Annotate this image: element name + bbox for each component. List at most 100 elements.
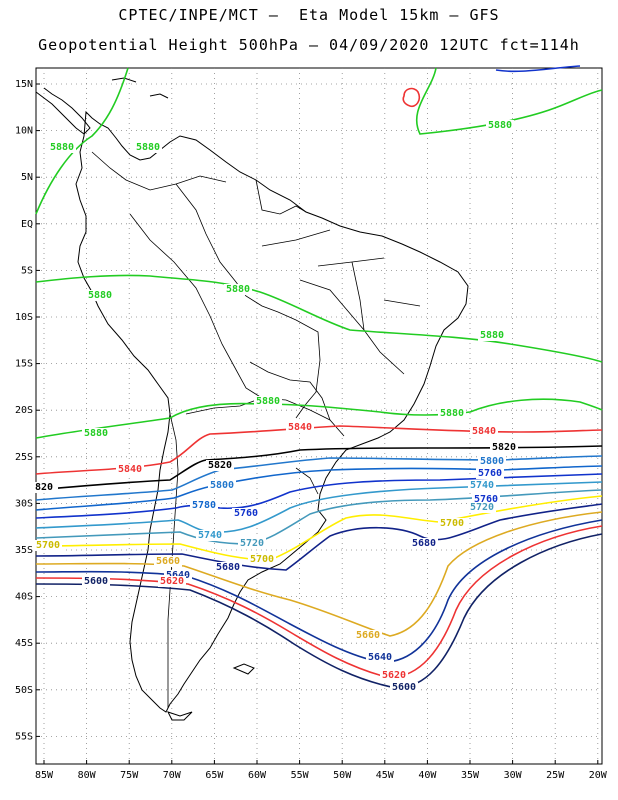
contour-label: 5820 bbox=[492, 442, 516, 453]
contour-label-bg bbox=[438, 408, 466, 419]
contour-5880-tropical bbox=[35, 274, 603, 363]
lon-tick-label: 25W bbox=[546, 770, 565, 781]
contour-label: 5840 bbox=[118, 464, 142, 475]
contour-label-bg bbox=[30, 482, 58, 493]
lon-tick-label: 65W bbox=[205, 770, 224, 781]
contour-label-bg bbox=[82, 576, 110, 587]
lon-tick-label: 50W bbox=[333, 770, 352, 781]
contour-label: 5680 bbox=[216, 562, 240, 573]
contour-high-closed bbox=[402, 87, 421, 108]
lon-tick-label: 80W bbox=[78, 770, 97, 781]
lat-tick-label: 15S bbox=[15, 359, 33, 370]
contour-label: 5840 bbox=[472, 426, 496, 437]
contour-label: 5640 bbox=[166, 570, 190, 581]
contour-label-bg bbox=[476, 468, 504, 479]
contour-label-bg bbox=[366, 652, 394, 663]
contour-label: 5880 bbox=[256, 396, 280, 407]
border-paraguay bbox=[249, 361, 331, 421]
contour-label: 5740 bbox=[198, 530, 222, 541]
lat-tick-label: 40S bbox=[15, 592, 33, 603]
contour-label: 5680 bbox=[412, 538, 436, 549]
contour-labels: 5880 5880 5880 5880 5880 5880 5880 5880 5880 5840… bbox=[30, 120, 518, 693]
contour-label-bg bbox=[206, 460, 234, 471]
axis-ticks: 15N10N5NEQ5S10S15S20S25S30S35S40S45S50S5… bbox=[15, 79, 608, 781]
lon-tick-label: 75W bbox=[120, 770, 139, 781]
lat-tick-label: EQ bbox=[21, 219, 33, 230]
contour-label-bg bbox=[390, 682, 418, 693]
lat-tick-label: 50S bbox=[15, 685, 33, 696]
contour-label: 5760 bbox=[474, 494, 498, 505]
contour-label-bg bbox=[286, 422, 314, 433]
contour-label: 5760 bbox=[478, 468, 502, 479]
contour-5640 bbox=[35, 519, 603, 663]
contour-label-bg bbox=[196, 530, 224, 541]
lat-tick-label: 30S bbox=[15, 498, 33, 509]
contour-label: 5880 bbox=[88, 290, 112, 301]
contour-5880-north bbox=[35, 67, 129, 215]
contour-label: 5880 bbox=[136, 142, 160, 153]
contour-label-bg bbox=[490, 442, 518, 453]
border-colombia-venezuela bbox=[91, 151, 227, 191]
contour-5840-north bbox=[495, 65, 581, 73]
contour-label: 820 bbox=[35, 482, 53, 493]
contour-label-bg bbox=[48, 142, 76, 153]
lon-tick-label: 60W bbox=[248, 770, 267, 781]
contour-label-bg bbox=[190, 500, 218, 511]
contour-label-bg bbox=[478, 330, 506, 341]
contour-label: 5880 bbox=[488, 120, 512, 131]
contour-5880-subtropical bbox=[35, 398, 603, 439]
lon-tick-label: 70W bbox=[163, 770, 182, 781]
lat-tick-label: 45S bbox=[15, 638, 33, 649]
lat-tick-label: 25S bbox=[15, 452, 33, 463]
lon-tick-label: 30W bbox=[504, 770, 523, 781]
contour-label: 5660 bbox=[156, 556, 180, 567]
contour-label: 5620 bbox=[160, 576, 184, 587]
contour-label-bg bbox=[116, 464, 144, 475]
coastlines bbox=[35, 77, 469, 721]
contour-label-bg bbox=[380, 670, 408, 681]
border-uruguay bbox=[295, 467, 319, 495]
contour-label-bg bbox=[472, 494, 500, 505]
contour-label-bg bbox=[254, 396, 282, 407]
contour-label-bg bbox=[154, 556, 182, 567]
border-guianas bbox=[255, 179, 307, 215]
contour-label: 5700 bbox=[440, 518, 464, 529]
contour-label: 5800 bbox=[480, 456, 504, 467]
contour-label-bg bbox=[438, 518, 466, 529]
contour-label: 5720 bbox=[240, 538, 264, 549]
contour-label: 5880 bbox=[440, 408, 464, 419]
border-brazil-states bbox=[261, 229, 421, 375]
border-brazil-west bbox=[175, 183, 321, 419]
contour-5780 bbox=[35, 465, 603, 511]
contour-5620 bbox=[35, 525, 603, 679]
contour-label-bg bbox=[238, 538, 266, 549]
contour-label-bg bbox=[158, 576, 186, 587]
title-line-2: Geopotential Height 500hPa — 04/09/2020 … bbox=[38, 36, 580, 54]
contour-label-bg bbox=[468, 502, 496, 513]
central-america-coastline bbox=[35, 87, 91, 135]
contour-label-bg bbox=[208, 480, 236, 491]
contour-5680 bbox=[35, 503, 603, 571]
lon-tick-label: 85W bbox=[35, 770, 54, 781]
contour-label-bg bbox=[410, 538, 438, 549]
contour-label: 5880 bbox=[480, 330, 504, 341]
contour-label: 5600 bbox=[392, 682, 416, 693]
contour-5600 bbox=[35, 533, 603, 689]
contour-label: 5600 bbox=[84, 576, 108, 587]
contour-label: 5660 bbox=[356, 630, 380, 641]
contour-label: 5820 bbox=[208, 460, 232, 471]
contours bbox=[35, 65, 603, 689]
lon-tick-label: 40W bbox=[418, 770, 437, 781]
contour-label-bg bbox=[82, 428, 110, 439]
contour-label-bg bbox=[34, 540, 62, 551]
lon-tick-label: 20W bbox=[589, 770, 608, 781]
contour-label: 5880 bbox=[84, 428, 108, 439]
contour-label: 5880 bbox=[50, 142, 74, 153]
falkland-islands bbox=[232, 663, 255, 675]
lat-tick-label: 5N bbox=[21, 172, 33, 183]
contour-label-bg bbox=[224, 284, 252, 295]
lat-tick-label: 15N bbox=[15, 79, 33, 90]
contour-label: 5780 bbox=[192, 500, 216, 511]
contour-label-bg bbox=[478, 456, 506, 467]
